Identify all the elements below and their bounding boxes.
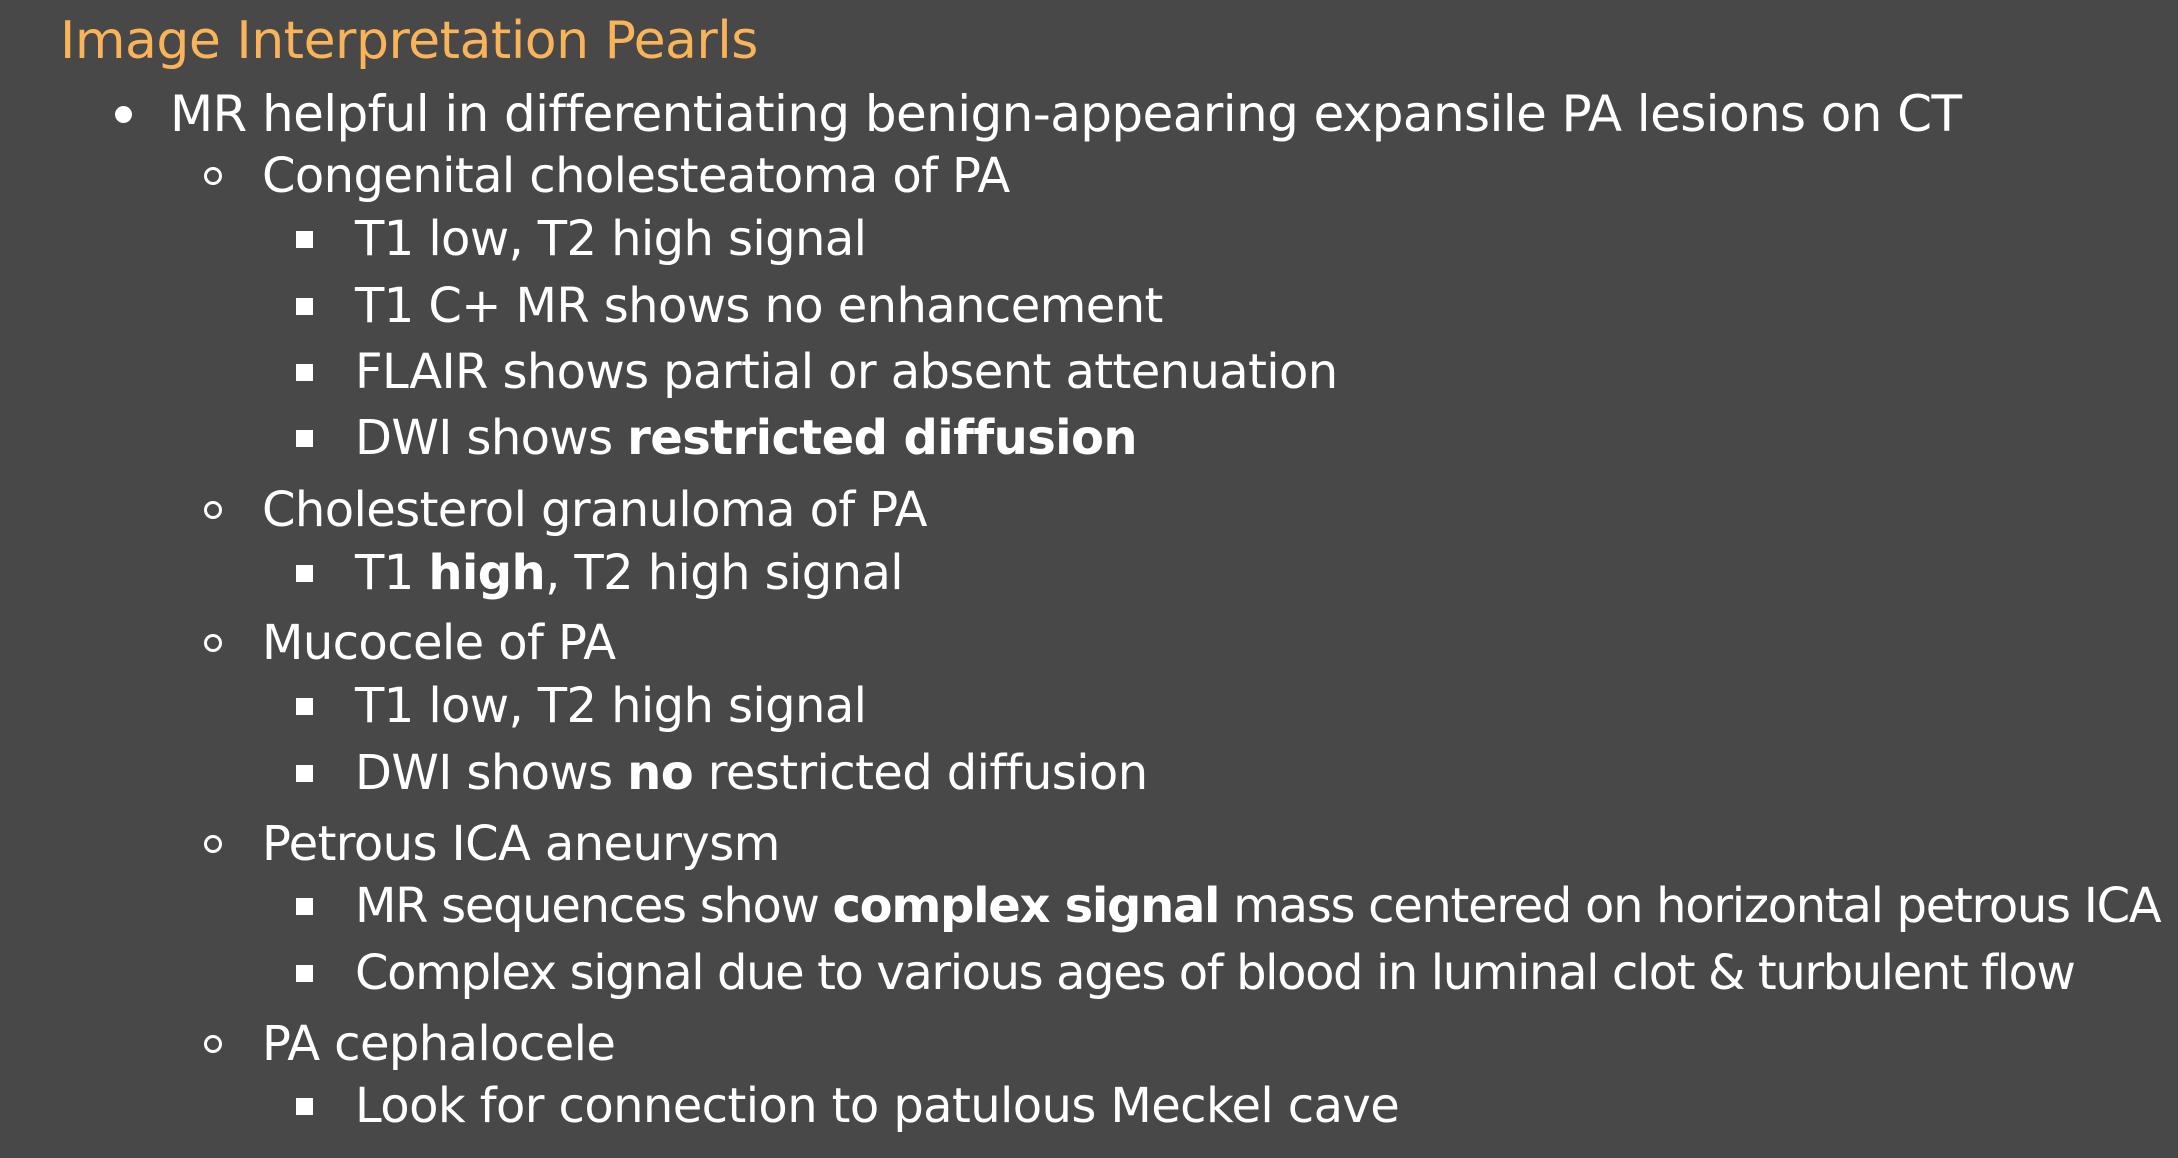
level3-bullet xyxy=(296,565,313,582)
level2-item-mucocele: Mucocele of PA xyxy=(262,615,616,671)
level2-bullet xyxy=(204,835,222,853)
text-run: DWI shows xyxy=(355,410,628,466)
level2-bullet xyxy=(204,634,222,652)
level1-bullet xyxy=(115,106,132,123)
level3-item-ica-complex-signal: Complex signal due to various ages of bl… xyxy=(355,945,2076,1001)
level3-item-muco-dwi: DWI shows no restricted diffusion xyxy=(355,742,1148,804)
level2-bullet xyxy=(204,1035,222,1053)
slide-title: Image Interpretation Pearls xyxy=(60,11,758,71)
level3-item-cong-t1-t2: T1 low, T2 high signal xyxy=(355,211,867,267)
text-run: mass centered on horizontal petrous ICA xyxy=(1219,878,2161,934)
bold-text-run: restricted diffusion xyxy=(627,410,1137,466)
bold-text-run: no xyxy=(627,745,694,801)
level3-item-cong-dwi: DWI shows restricted diffusion xyxy=(355,407,1138,469)
level3-bullet xyxy=(296,965,313,982)
level3-bullet xyxy=(296,698,313,715)
level2-bullet xyxy=(204,167,222,185)
level3-bullet xyxy=(296,430,313,447)
level2-bullet xyxy=(204,501,222,519)
bold-text-run: complex signal xyxy=(832,878,1221,934)
text-run: DWI shows xyxy=(355,745,628,801)
level2-item-pa-cephalocele: PA cephalocele xyxy=(262,1016,616,1072)
level2-item-petrous-ica-aneurysm: Petrous ICA aneurysm xyxy=(262,816,780,872)
level3-bullet xyxy=(296,898,313,915)
text-run: , T2 high signal xyxy=(545,545,904,601)
level3-bullet xyxy=(296,765,313,782)
text-run: T1 xyxy=(355,545,429,601)
level3-item-cong-flair: FLAIR shows partial or absent attenuatio… xyxy=(355,344,1338,400)
level3-bullet xyxy=(296,1098,313,1115)
level3-item-muco-t1-t2: T1 low, T2 high signal xyxy=(355,678,867,734)
level3-item-cong-t1c: T1 C+ MR shows no enhancement xyxy=(355,278,1163,334)
level3-bullet xyxy=(296,364,313,381)
level3-bullet xyxy=(296,231,313,248)
text-run: restricted diffusion xyxy=(693,745,1148,801)
level3-item-chol-t1-high: T1 high, T2 high signal xyxy=(355,542,904,604)
level2-item-congenital-cholesteatoma: Congenital cholesteatoma of PA xyxy=(262,148,1010,204)
bold-text-run: high xyxy=(428,545,546,601)
level2-item-cholesterol-granuloma: Cholesterol granuloma of PA xyxy=(262,482,927,538)
level3-item-ica-mr-sequences: MR sequences show complex signal mass ce… xyxy=(355,875,2162,937)
level1-item-mr-helpful: MR helpful in differentiating benign-app… xyxy=(170,85,1962,143)
level3-bullet xyxy=(296,298,313,315)
text-run: MR sequences show xyxy=(355,878,833,934)
level3-item-ceph-meckel: Look for connection to patulous Meckel c… xyxy=(355,1078,1400,1134)
